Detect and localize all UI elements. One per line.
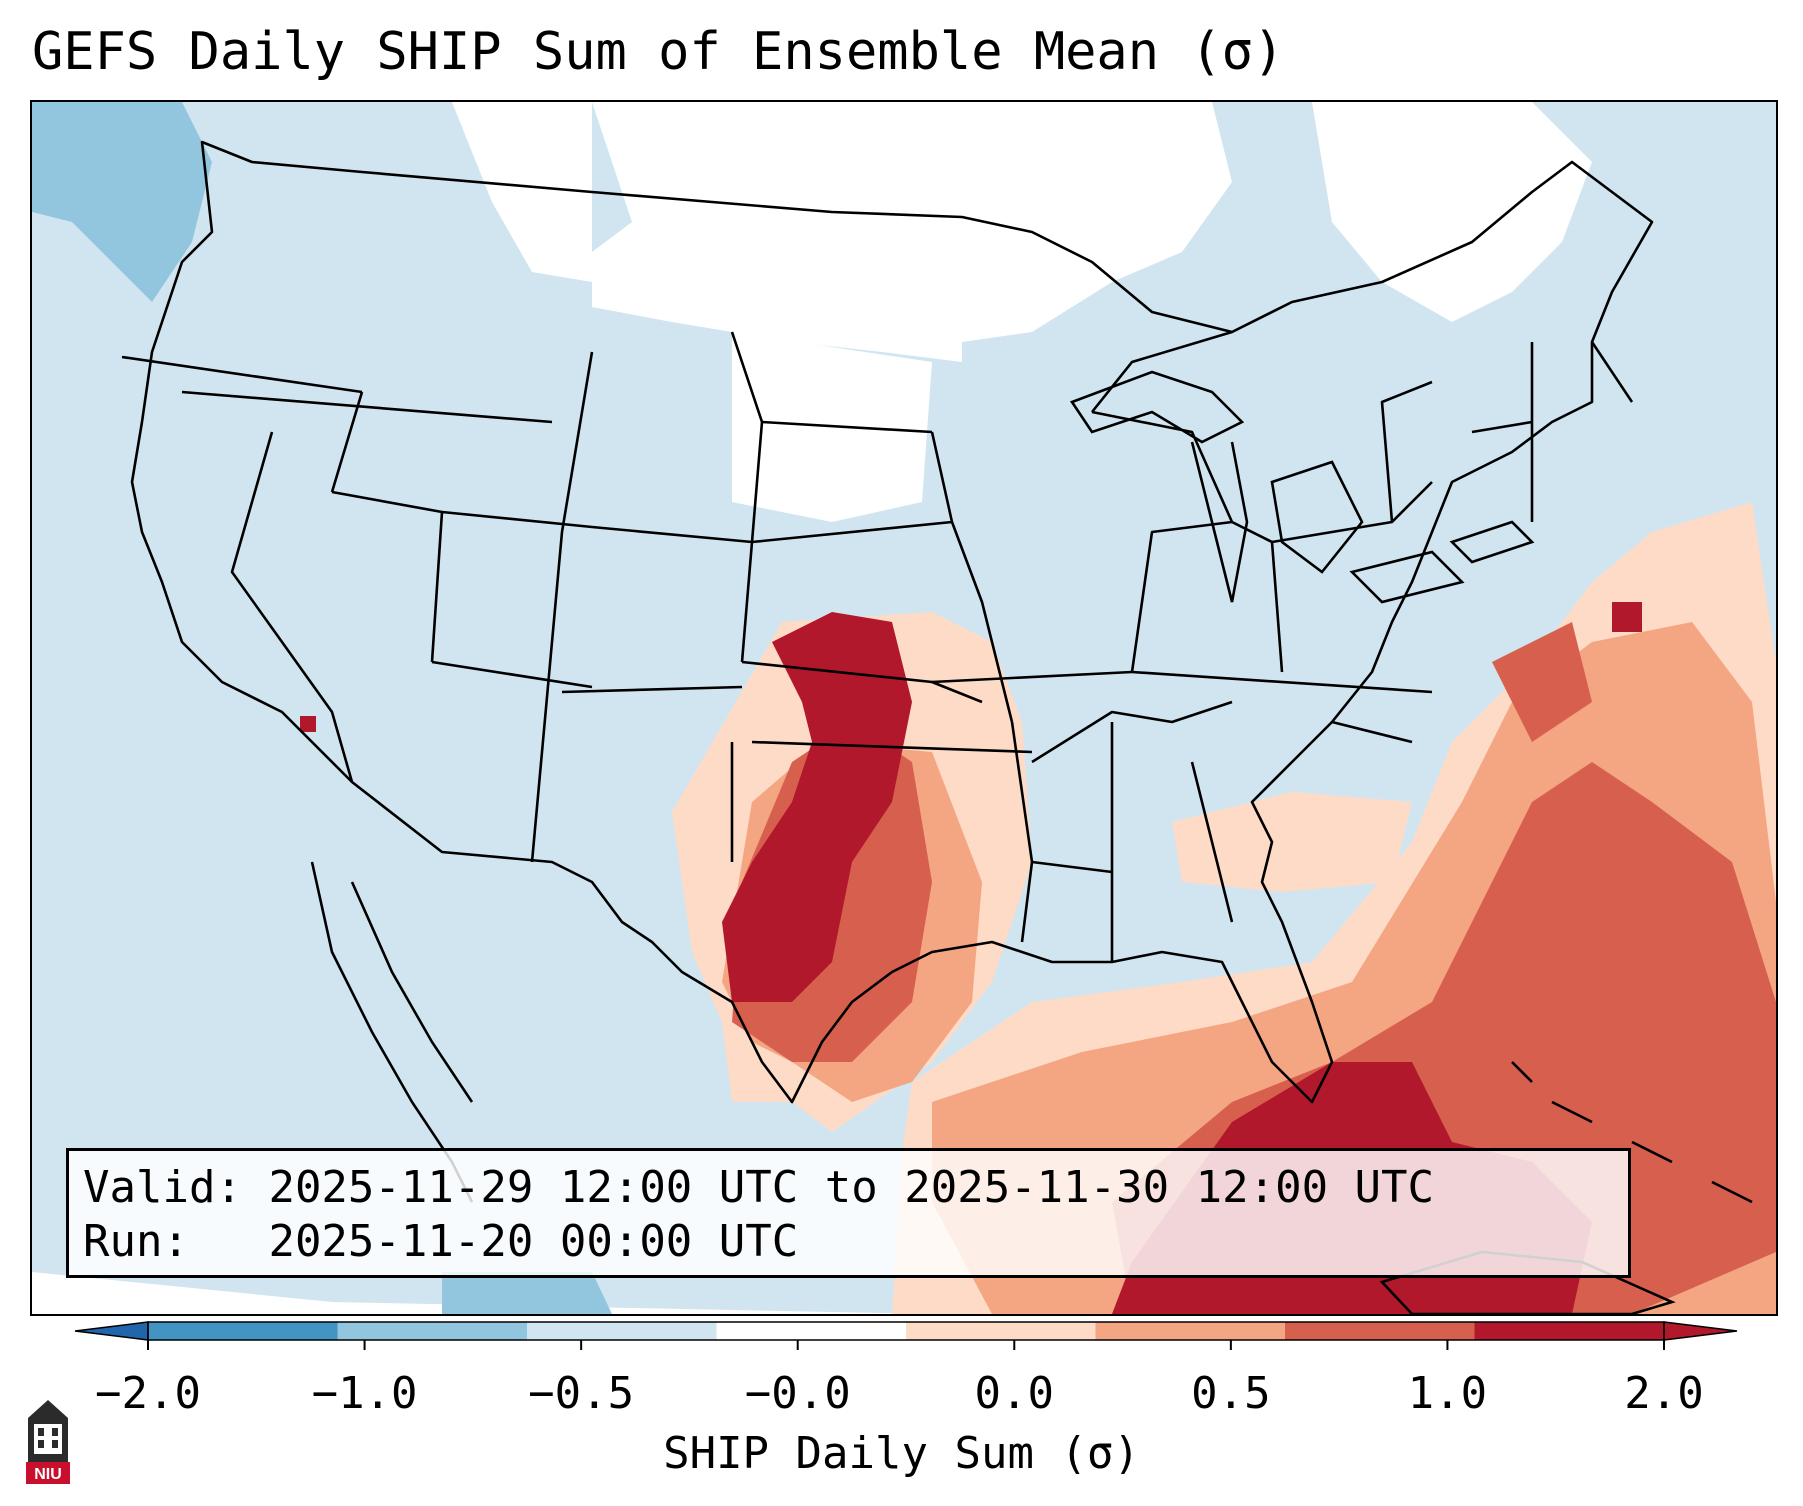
colorbar-tick-label: 2.0 [1624, 1368, 1704, 1419]
negative-regions [32, 102, 612, 1314]
valid-label: Valid: [83, 1162, 242, 1213]
colorbar-tick-label: −1.0 [311, 1368, 418, 1419]
colorbar-segment [148, 1322, 338, 1340]
colorbar-segment [527, 1322, 717, 1340]
colorbar-tick-label: −0.0 [744, 1368, 851, 1419]
colorbar-tick-label: 0.0 [974, 1368, 1055, 1419]
run-time: 2025-11-20 00:00 UTC [268, 1216, 799, 1267]
colorbar-frame [147, 1321, 1665, 1341]
logo-text: NIU [34, 1466, 62, 1483]
state-borders [121, 140, 1654, 1104]
colorbar-tick-label: −2.0 [95, 1368, 201, 1419]
colorbar-segment [1095, 1322, 1286, 1340]
map-canvas [32, 102, 1776, 1314]
colorbar-segment [906, 1322, 1096, 1340]
run-label: Run: [83, 1216, 189, 1267]
colorbar-tick-label: 0.5 [1191, 1368, 1271, 1419]
colorbar-extend-min [74, 1321, 149, 1341]
valid-time-range: 2025-11-29 12:00 UTC to 2025-11-30 12:00… [268, 1162, 1435, 1213]
figure-title: GEFS Daily SHIP Sum of Ensemble Mean (σ) [32, 22, 1285, 82]
colorbar-segment [1285, 1322, 1475, 1340]
colorbar-extend-max [1663, 1321, 1738, 1341]
colorbar-label: SHIP Daily Sum (σ) [663, 1428, 1140, 1479]
niu-logo-icon: NIU [26, 1400, 70, 1484]
colorbar-segment [337, 1322, 528, 1340]
great-lakes [1070, 370, 1535, 604]
colorbar [74, 1321, 1738, 1350]
colorbar-tick-label: −0.5 [528, 1368, 635, 1419]
map-panel [30, 100, 1778, 1316]
colorbar-segment [716, 1322, 907, 1340]
near-zero-regions [32, 102, 1592, 1314]
colorbar-segment [1474, 1322, 1665, 1340]
colorbar-tick-label: 1.0 [1407, 1368, 1488, 1419]
valid-run-infobox: Valid: 2025-11-29 12:00 UTC to 2025-11-3… [66, 1148, 1631, 1278]
